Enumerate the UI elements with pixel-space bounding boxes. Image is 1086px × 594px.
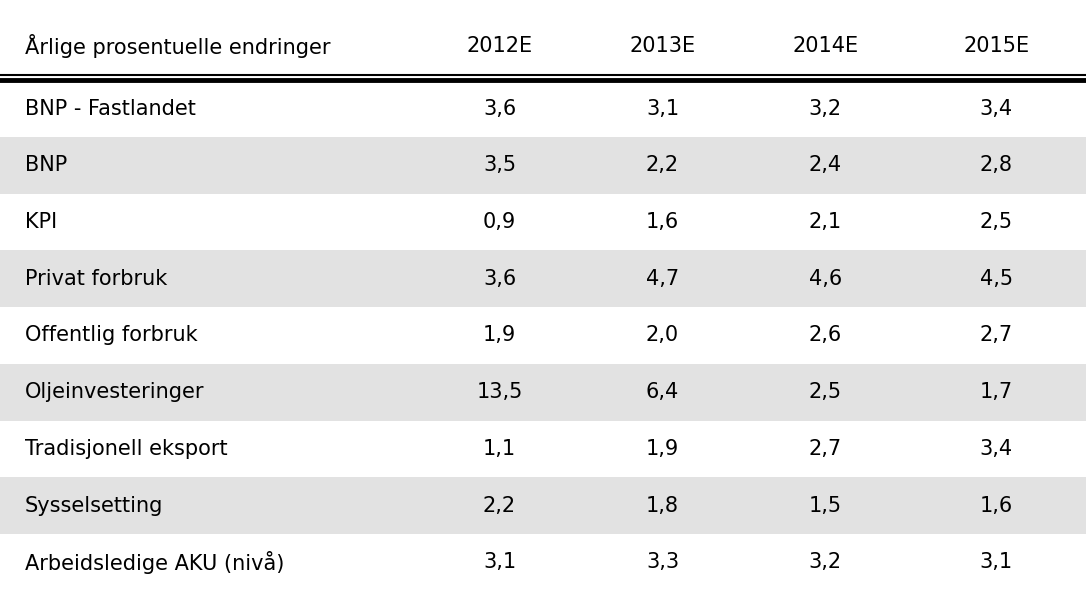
Text: 1,9: 1,9	[483, 326, 516, 346]
Text: 2013E: 2013E	[630, 36, 695, 56]
Text: 3,2: 3,2	[809, 99, 842, 119]
Text: 2,5: 2,5	[980, 212, 1013, 232]
Text: 1,8: 1,8	[646, 495, 679, 516]
Text: 2,6: 2,6	[809, 326, 842, 346]
Text: 2,7: 2,7	[809, 439, 842, 459]
Text: 1,9: 1,9	[646, 439, 679, 459]
Bar	[0, 534, 1086, 590]
Bar	[0, 421, 1086, 478]
Text: Oljeinvesteringer: Oljeinvesteringer	[25, 382, 204, 402]
Text: 3,6: 3,6	[483, 268, 516, 289]
Text: 0,9: 0,9	[483, 212, 516, 232]
Text: Årlige prosentuelle endringer: Årlige prosentuelle endringer	[25, 34, 330, 58]
Text: 2,2: 2,2	[646, 155, 679, 175]
Text: 2,7: 2,7	[980, 326, 1013, 346]
Text: Privat forbruk: Privat forbruk	[25, 268, 167, 289]
Text: 2,0: 2,0	[646, 326, 679, 346]
Text: 2,5: 2,5	[809, 382, 842, 402]
Bar	[0, 80, 1086, 137]
Text: 3,1: 3,1	[483, 552, 516, 573]
Text: 3,5: 3,5	[483, 155, 516, 175]
Text: 4,6: 4,6	[809, 268, 842, 289]
Text: 3,4: 3,4	[980, 99, 1013, 119]
Text: 2,2: 2,2	[483, 495, 516, 516]
Text: 3,1: 3,1	[980, 552, 1013, 573]
Text: Sysselsetting: Sysselsetting	[25, 495, 163, 516]
Text: 3,2: 3,2	[809, 552, 842, 573]
Text: 3,4: 3,4	[980, 439, 1013, 459]
Text: 2012E: 2012E	[467, 36, 532, 56]
Text: 2,4: 2,4	[809, 155, 842, 175]
Bar	[0, 364, 1086, 421]
Text: 1,7: 1,7	[980, 382, 1013, 402]
Text: 3,3: 3,3	[646, 552, 679, 573]
Text: 3,6: 3,6	[483, 99, 516, 119]
Bar	[0, 137, 1086, 194]
Text: 2014E: 2014E	[793, 36, 858, 56]
Text: 2,8: 2,8	[980, 155, 1013, 175]
Text: 2,1: 2,1	[809, 212, 842, 232]
Text: 13,5: 13,5	[477, 382, 522, 402]
Text: Arbeidsledige AKU (nivå): Arbeidsledige AKU (nivå)	[25, 551, 285, 574]
Text: 1,5: 1,5	[809, 495, 842, 516]
Text: 4,7: 4,7	[646, 268, 679, 289]
Text: BNP: BNP	[25, 155, 67, 175]
Bar	[0, 307, 1086, 364]
Text: 1,6: 1,6	[646, 212, 679, 232]
Text: KPI: KPI	[25, 212, 58, 232]
Text: BNP - Fastlandet: BNP - Fastlandet	[25, 99, 195, 119]
Text: Tradisjonell eksport: Tradisjonell eksport	[25, 439, 228, 459]
Text: 4,5: 4,5	[980, 268, 1013, 289]
Text: 6,4: 6,4	[646, 382, 679, 402]
Text: 3,1: 3,1	[646, 99, 679, 119]
Text: 1,6: 1,6	[980, 495, 1013, 516]
Bar	[0, 251, 1086, 307]
Text: 2015E: 2015E	[963, 36, 1030, 56]
Text: Offentlig forbruk: Offentlig forbruk	[25, 326, 198, 346]
Bar	[0, 478, 1086, 534]
Text: 1,1: 1,1	[483, 439, 516, 459]
Bar	[0, 194, 1086, 251]
